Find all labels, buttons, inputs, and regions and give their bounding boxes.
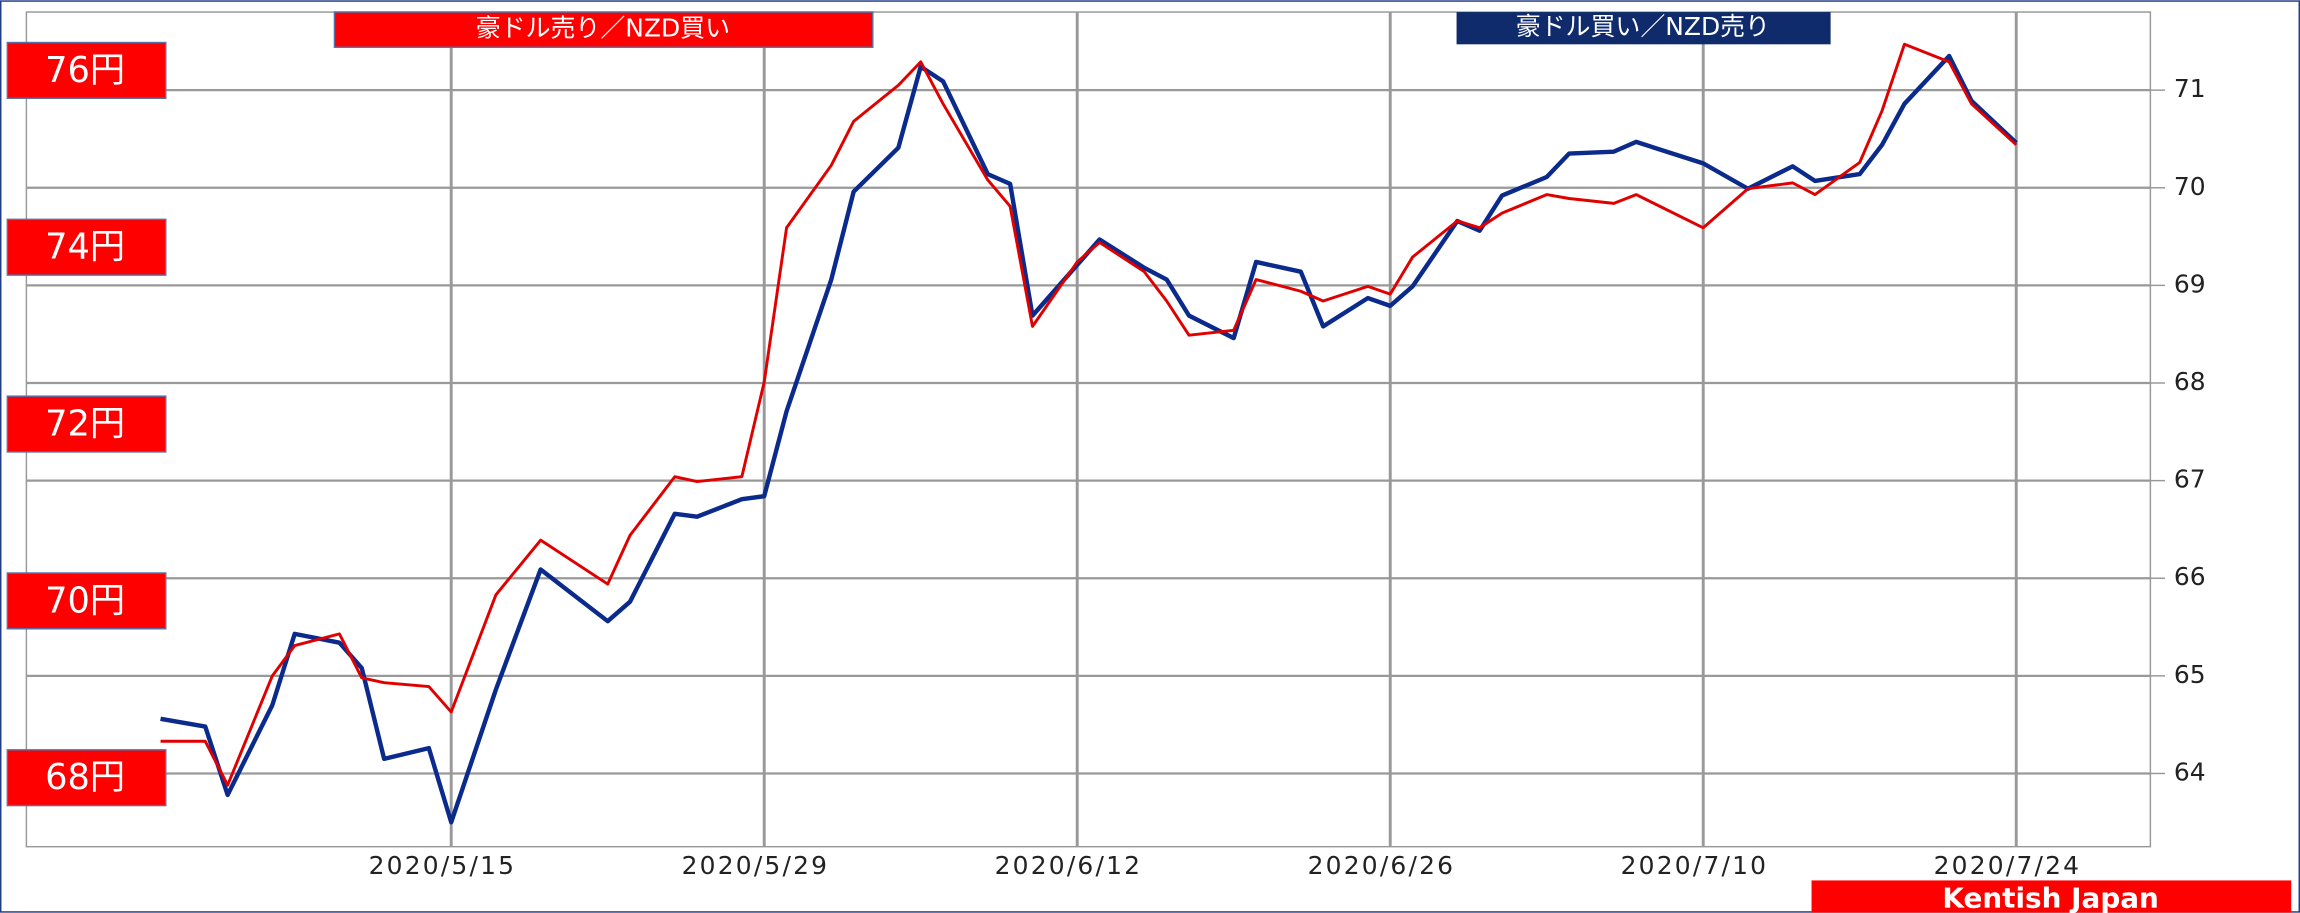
x-tick-label: 2020/6/12 (995, 851, 1143, 880)
brand-text: Kentish Japan (1942, 881, 2159, 913)
y-tick-label: 70 (2174, 172, 2206, 201)
y2-tick-label: 70円 (45, 580, 125, 621)
grid (26, 12, 2166, 847)
x-tick-label: 2020/7/10 (1621, 851, 1769, 880)
y2-tick-box (6, 749, 167, 807)
y2-tick-box (6, 395, 167, 453)
y2-tick-box (6, 41, 167, 100)
y2-tick-label: 72円 (45, 404, 125, 445)
y-tick-label: 68 (2174, 367, 2206, 396)
banner-text: 豪ドル買い／NZD売り (1516, 12, 1770, 41)
banner-buy (1456, 12, 1831, 45)
plot-area (25, 11, 2152, 848)
y-tick-label: 64 (2174, 757, 2206, 786)
y2-tick-box (6, 218, 167, 276)
y-tick-label: 67 (2174, 465, 2206, 494)
series-line (160, 42, 2018, 787)
y2-tick-label: 76円 (45, 50, 125, 91)
y-tick-label: 69 (2174, 269, 2206, 298)
banner-text: 豪ドル売り／NZD買い (476, 14, 730, 43)
x-tick-label: 2020/7/24 (1934, 851, 2082, 880)
y2-tick-label: 74円 (45, 227, 125, 268)
x-tick-label: 2020/5/29 (682, 851, 830, 880)
x-tick-label: 2020/6/26 (1308, 851, 1456, 880)
y-tick-label: 65 (2174, 660, 2206, 689)
y2-tick-box (6, 572, 167, 630)
banner-sell (333, 11, 874, 48)
x-tick-label: 2020/5/15 (369, 851, 517, 880)
brand-box (1811, 880, 2292, 913)
y-tick-label: 71 (2174, 74, 2206, 103)
y2-tick-label: 68円 (45, 757, 125, 798)
marks (160, 42, 2018, 825)
y-tick-label: 66 (2174, 562, 2206, 591)
labels: 豪ドル売り／NZD買い 豪ドル買い／NZD売り Kentish Japan 64… (6, 11, 2292, 913)
